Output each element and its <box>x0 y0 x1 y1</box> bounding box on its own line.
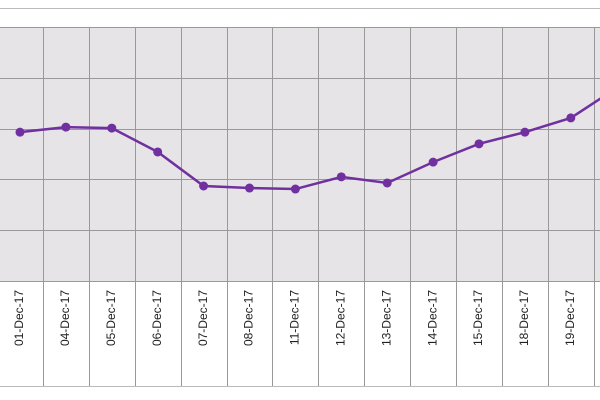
x-tick-label: 06-Dec-17 <box>150 290 164 346</box>
x-tick-label: 13-Dec-17 <box>379 290 393 346</box>
point <box>566 113 576 123</box>
x-tick-label: 04-Dec-17 <box>58 290 72 346</box>
x-tick-label: 07-Dec-17 <box>196 290 210 346</box>
x-tick-label: 05-Dec-17 <box>104 290 118 346</box>
x-tick-label: 01-Dec-17 <box>12 290 26 346</box>
point <box>520 127 530 137</box>
x-tick-label: 18-Dec-17 <box>517 290 531 346</box>
plot-area <box>0 27 600 281</box>
point <box>153 147 163 157</box>
point <box>474 139 484 149</box>
line-series <box>19 97 600 191</box>
point <box>290 184 300 194</box>
x-tick-label: 14-Dec-17 <box>425 290 439 346</box>
point <box>382 178 392 188</box>
x-tick-label: 15-Dec-17 <box>471 290 485 346</box>
point <box>199 181 209 191</box>
point <box>336 172 346 182</box>
point <box>107 123 117 133</box>
x-tick-label: 11-Dec-17 <box>288 290 302 345</box>
point <box>428 157 438 167</box>
point <box>245 183 254 193</box>
x-tick-label: 12-Dec-17 <box>333 290 347 346</box>
x-tick-label: 19-Dec-17 <box>563 290 577 346</box>
point <box>61 122 71 132</box>
x-tick-label: 08-Dec-17 <box>242 290 256 346</box>
point <box>15 127 25 137</box>
